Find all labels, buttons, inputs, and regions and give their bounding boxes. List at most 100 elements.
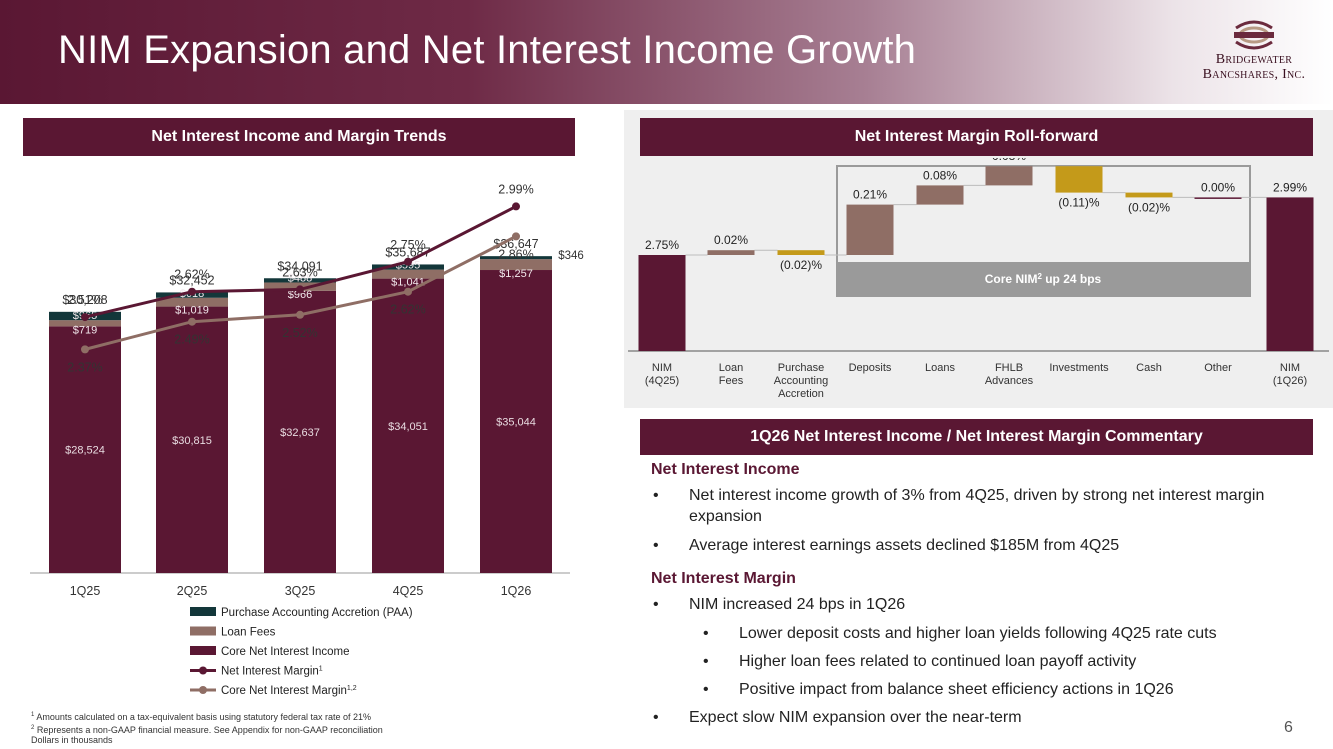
waterfall-category-label: (1Q26) [1273, 375, 1307, 387]
waterfall-bar [916, 185, 964, 205]
core-nim-line-label: 2.37% [67, 360, 102, 374]
page-number: 6 [1284, 719, 1293, 736]
footnote-3: Dollars in thousands [31, 735, 113, 745]
waterfall-category-label: Cash [1136, 362, 1162, 374]
bar-core-nii [264, 290, 336, 573]
waterfall-value-label: 0.21% [853, 188, 887, 202]
waterfall-category-label: Investments [1049, 362, 1109, 374]
waterfall-value-label: (0.02)% [780, 258, 822, 272]
footnotes: 1 Amounts calculated on a tax-equivalent… [31, 710, 501, 746]
nim-line-label: 2.99% [498, 182, 533, 196]
rollforward-panel [624, 110, 1333, 408]
footnote-1-text: Amounts calculated on a tax-equivalent b… [36, 712, 372, 722]
waterfall-bar [1125, 192, 1173, 198]
loan-fees-label: $1,041 [391, 277, 425, 289]
commentary-sub-bullet: Higher loan fees related to continued lo… [651, 651, 1313, 672]
legend-superscript: 1,2 [347, 685, 357, 692]
commentary-sub-bullet: Lower deposit costs and higher loan yiel… [651, 623, 1313, 644]
logo-emblem-icon [1234, 20, 1274, 50]
waterfall-value-label: (0.11)% [1058, 196, 1099, 210]
commentary-bullet: Expect slow NIM expansion over the near-… [651, 707, 1313, 728]
commentary-bullet: Net interest income growth of 3% from 4Q… [651, 485, 1313, 527]
waterfall-category-label: (4Q25) [645, 375, 679, 387]
category-label: 1Q26 [501, 584, 532, 598]
nim-line-point [188, 287, 196, 296]
legend-superscript: 1 [319, 666, 323, 673]
nim-line-label: 2.75% [390, 238, 425, 252]
core-nim-line-label: 2.86% [498, 247, 533, 261]
core-nim-line-point [296, 310, 304, 319]
header-banner: NIM Expansion and Net Interest Income Gr… [0, 0, 1333, 104]
waterfall-category-label: NIM [652, 362, 672, 374]
legend-swatch [190, 646, 216, 655]
rollforward-title: Net Interest Margin Roll-forward [640, 118, 1313, 156]
paa-label: $488 [288, 272, 312, 284]
footnote-2-text: Represents a non-GAAP financial measure.… [36, 724, 383, 735]
logo-text-line1: Bridgewater [1215, 52, 1293, 67]
core-nii-label: $28,524 [65, 445, 105, 457]
nii-chart-title: Net Interest Income and Margin Trends [23, 118, 575, 156]
loan-fees-label: $1,019 [175, 305, 209, 317]
nim-line-label: 2.63% [282, 265, 317, 279]
commentary-title: 1Q26 Net Interest Income / Net Interest … [640, 419, 1313, 455]
footnote-1: 1 Amounts calculated on a tax-equivalent… [31, 712, 372, 722]
logo-text-line2: Bancshares, Inc. [1202, 67, 1306, 82]
core-nim-line-point [81, 345, 89, 354]
waterfall-value-label: (0.02)% [1128, 200, 1170, 214]
core-nim-line-point [404, 287, 412, 296]
waterfall-value-label: 0.08% [992, 158, 1026, 163]
legend-label: Core Net Interest Margin1,2 [221, 685, 357, 697]
core-nim-annotation: Core NIM2 up 24 bps [985, 272, 1102, 286]
bar-paa [264, 278, 336, 283]
waterfall-category-label: Accounting [774, 375, 828, 387]
waterfall-category-label: Loans [925, 362, 955, 374]
waterfall-bar [638, 255, 686, 351]
waterfall-bar [777, 250, 825, 255]
waterfall-category-label: Advances [985, 375, 1034, 387]
waterfall-bar [1055, 166, 1103, 193]
legend-label: Purchase Accounting Accretion (PAA) [221, 607, 413, 619]
commentary-bullet: NIM increased 24 bps in 1Q26 [651, 594, 1313, 615]
commentary-list-nim: NIM increased 24 bps in 1Q26 Lower depos… [651, 594, 1313, 728]
loan-fees-label: $966 [288, 289, 312, 301]
nim-line-point [404, 257, 412, 266]
waterfall-category-label: NIM [1280, 362, 1300, 374]
total-label: $30,208 [62, 293, 107, 307]
loan-fees-label: $719 [73, 324, 97, 336]
loan-fees-label: $1,257 [499, 268, 533, 280]
total-label: $34,091 [277, 259, 322, 273]
nim-line-label: 2.51% [67, 293, 102, 307]
waterfall-category-label: FHLB [995, 362, 1023, 374]
waterfall-category-label: Accretion [778, 388, 824, 400]
legend-label: Loan Fees [221, 627, 276, 639]
category-label: 4Q25 [393, 584, 424, 598]
nim-line-point [81, 313, 89, 322]
commentary-heading-nii: Net Interest Income [651, 461, 800, 478]
bar-paa [480, 256, 552, 260]
commentary-list-nii: Net interest income growth of 3% from 4Q… [651, 485, 1313, 556]
core-nii-label: $35,044 [496, 417, 536, 429]
core-nim-line-label: 2.62% [390, 303, 425, 317]
legend-label: Core Net Interest Income [221, 646, 349, 658]
legend-marker [199, 666, 207, 675]
waterfall-value-label: 0.08% [923, 168, 957, 182]
commentary-bullet: Average interest earnings assets decline… [651, 535, 1313, 556]
waterfall-category-label: Purchase [778, 362, 824, 374]
category-label: 1Q25 [70, 584, 101, 598]
waterfall-value-label: 2.99% [1273, 180, 1307, 194]
category-label: 2Q25 [177, 584, 208, 598]
bar-core-nii [480, 270, 552, 573]
annotation-superscript: 2 [1037, 272, 1042, 281]
core-nim-line-label: 2.52% [282, 326, 317, 340]
commentary-sub-bullet: Positive impact from balance sheet effic… [651, 679, 1313, 700]
core-nim-band [837, 262, 1250, 296]
waterfall-category-label: Deposits [849, 362, 892, 374]
waterfall-bar [985, 166, 1033, 186]
waterfall-value-label: 0.00% [1201, 180, 1235, 194]
waterfall-category-label: Other [1204, 362, 1232, 374]
nim-line-point [512, 202, 520, 211]
waterfall-category-label: Loan [719, 362, 743, 374]
legend-label: Net Interest Margin1 [221, 666, 323, 678]
bar-loan-fees [49, 320, 121, 327]
nim-rollforward-chart: Core NIM2 up 24 bps2.75%NIM(4Q25)0.02%Lo… [628, 158, 1329, 400]
